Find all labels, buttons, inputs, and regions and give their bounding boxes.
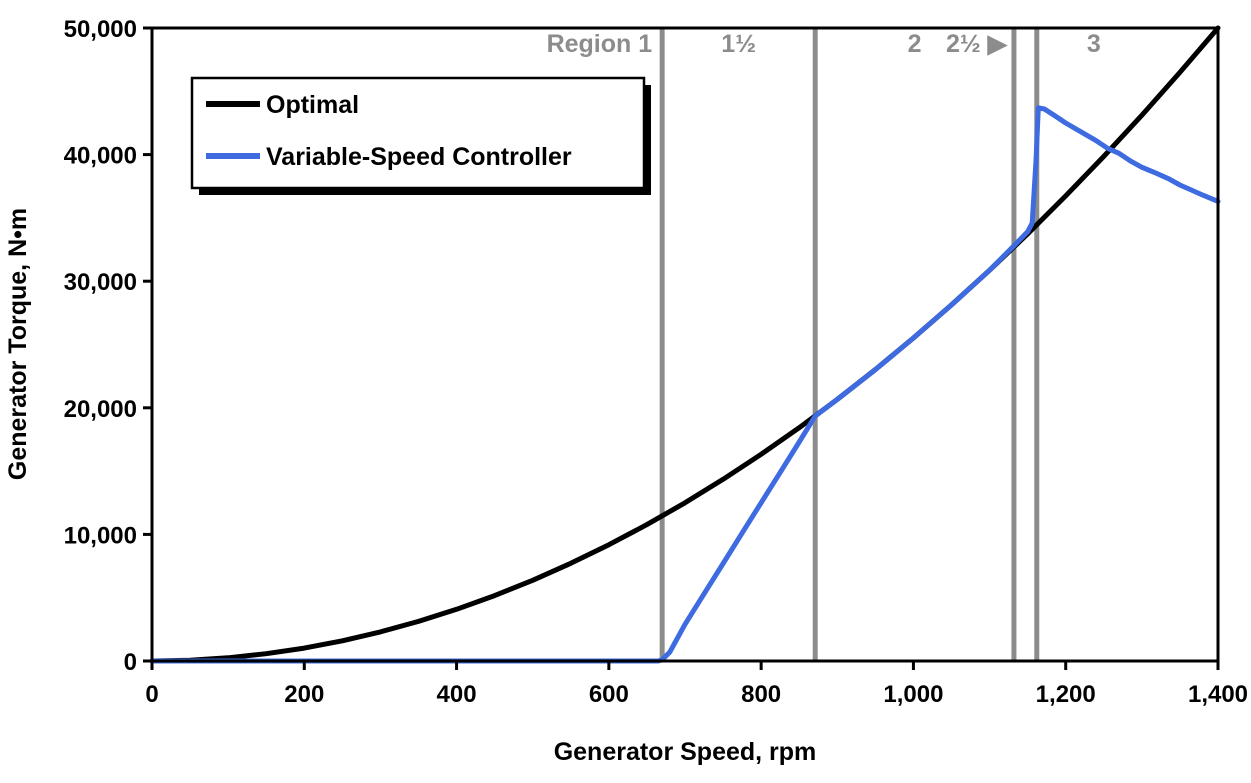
x-tick-label: 600 bbox=[589, 681, 629, 708]
region-label: 2½ ▶ bbox=[946, 30, 1009, 58]
y-axis-title: Generator Torque, N•m bbox=[4, 208, 32, 480]
y-tick-label: 40,000 bbox=[64, 143, 137, 170]
legend-label-variable-speed-controller: Variable-Speed Controller bbox=[266, 143, 572, 171]
chart-generated-layer: 0 200 400 600 800 1,000 1,200 1,400 0 10,000 20,00… bbox=[64, 16, 1248, 708]
x-tick-label: 400 bbox=[437, 681, 477, 708]
x-axis-title: Generator Speed, rpm bbox=[554, 738, 817, 766]
y-tick-label: 10,000 bbox=[64, 522, 137, 549]
x-tick-label: 200 bbox=[284, 681, 324, 708]
x-tick-label: 0 bbox=[145, 681, 158, 708]
series-line-optimal bbox=[149, 25, 1221, 664]
plot-border bbox=[150, 26, 1220, 663]
y-tick-label: 20,000 bbox=[64, 396, 137, 423]
x-tick-label: 1,400 bbox=[1188, 681, 1248, 708]
x-tick-label: 800 bbox=[741, 681, 781, 708]
legend-label-optimal: Optimal bbox=[266, 91, 359, 119]
legend-box bbox=[190, 76, 646, 190]
region-label: 3 bbox=[1087, 30, 1101, 58]
y-tick-label: 30,000 bbox=[64, 269, 137, 296]
y-tick-label: 50,000 bbox=[64, 16, 137, 43]
series-line-variable-speed-controller bbox=[149, 105, 1221, 664]
x-tick-label: 1,000 bbox=[883, 681, 943, 708]
region-label: 1½ bbox=[721, 30, 756, 58]
y-tick-label: 0 bbox=[124, 649, 137, 676]
region-label: Region 1 bbox=[547, 30, 653, 58]
region-label: 2 bbox=[908, 30, 922, 58]
x-tick-label: 1,200 bbox=[1036, 681, 1096, 708]
